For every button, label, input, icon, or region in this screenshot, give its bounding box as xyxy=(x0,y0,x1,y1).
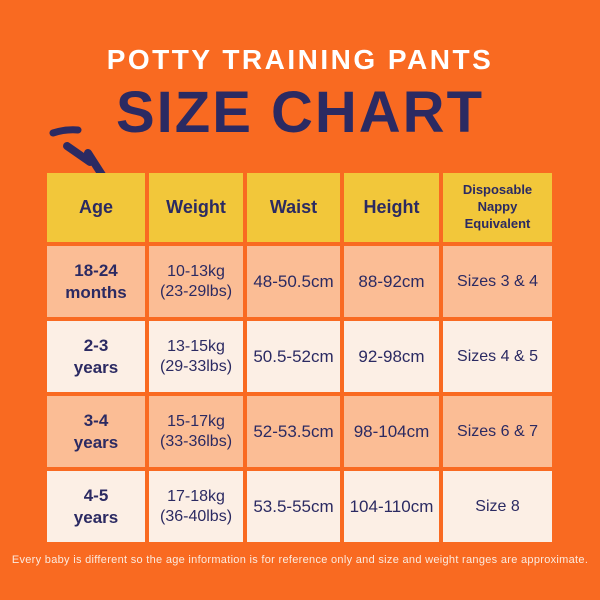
table-cell-height: 98-104cm xyxy=(344,396,439,467)
table-cell-waist: 48-50.5cm xyxy=(247,246,340,317)
table-cell-age: 2-3 years xyxy=(47,321,145,392)
sparkle-dashes-icon xyxy=(49,126,108,182)
table-cell-weight: 15-17kg (33-36lbs) xyxy=(149,396,243,467)
table-cell-weight: 13-15kg (29-33lbs) xyxy=(149,321,243,392)
column-header-weight: Weight xyxy=(149,173,243,242)
table-cell-height: 104-110cm xyxy=(344,471,439,542)
page-kicker: POTTY TRAINING PANTS xyxy=(106,44,494,75)
table-cell-age: 3-4 years xyxy=(47,396,145,467)
column-header-height: Height xyxy=(344,173,439,242)
column-header-age: Age xyxy=(47,173,145,242)
table-cell-height: 92-98cm xyxy=(344,321,439,392)
column-header-waist: Waist xyxy=(247,173,340,242)
table-cell-waist: 50.5-52cm xyxy=(247,321,340,392)
table-cell-height: 88-92cm xyxy=(344,246,439,317)
column-header-nappy-equivalent: Disposable Nappy Equivalent xyxy=(443,173,552,242)
table-cell-waist: 52-53.5cm xyxy=(247,396,340,467)
table-cell-age: 18-24 months xyxy=(47,246,145,317)
table-cell-nappy: Sizes 4 & 5 xyxy=(443,321,552,392)
table-cell-weight: 17-18kg (36-40lbs) xyxy=(149,471,243,542)
table-cell-weight: 10-13kg (23-29lbs) xyxy=(149,246,243,317)
table-cell-nappy: Sizes 6 & 7 xyxy=(443,396,552,467)
table-cell-age: 4-5 years xyxy=(47,471,145,542)
table-cell-nappy: Size 8 xyxy=(443,471,552,542)
table-cell-nappy: Sizes 3 & 4 xyxy=(443,246,552,317)
table-cell-waist: 53.5-55cm xyxy=(247,471,340,542)
page-title: SIZE CHART xyxy=(116,80,484,145)
size-chart-table: Age Weight Waist Height Disposable Nappy… xyxy=(47,173,552,542)
disclaimer-text: Every baby is different so the age infor… xyxy=(11,554,589,566)
